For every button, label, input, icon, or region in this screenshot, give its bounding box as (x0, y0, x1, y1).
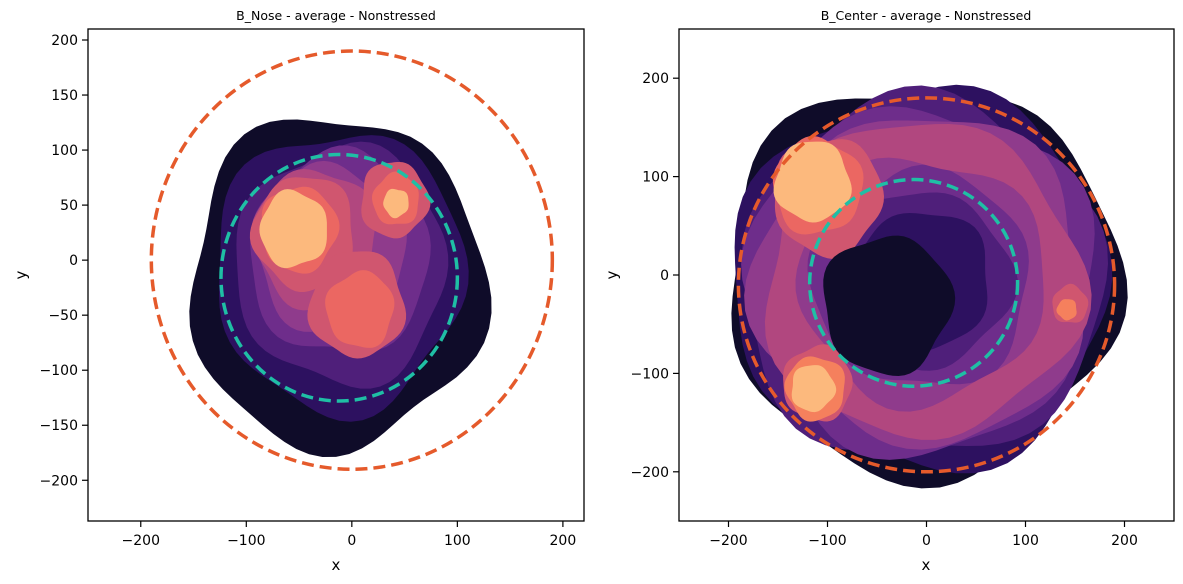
y-tick-label: 50 (60, 198, 78, 214)
chart-title: B_Nose - average - Nonstressed (236, 8, 436, 23)
x-tick-label: 200 (550, 533, 577, 549)
tick-layer: −200 −100 0 100 200 −200 −150 −100 −50 0 50 100 150 2… (40, 33, 577, 549)
x-tick-label: 100 (444, 533, 471, 549)
reference-circle-outer (149, 49, 555, 472)
density-contour (383, 188, 409, 219)
reference-circle-inner (219, 152, 460, 403)
y-axis-label: y (12, 270, 30, 279)
chart-title: B_Center - average - Nonstressed (821, 8, 1032, 23)
y-tick-label: 200 (642, 71, 669, 87)
x-tick-label: −200 (709, 533, 747, 549)
x-tick-label: −100 (808, 533, 846, 549)
y-tick-label: −100 (40, 363, 78, 379)
x-tick-label: 0 (347, 533, 356, 549)
y-tick-label: −200 (631, 465, 669, 481)
x-axis-label: x (922, 556, 931, 574)
y-axis-label: y (603, 270, 621, 279)
plot-area (731, 84, 1128, 489)
density-contour (259, 189, 327, 269)
tick-layer: −200 −100 0 100 200 −200 −100 0 100 200 (631, 71, 1138, 549)
y-tick-label: −150 (40, 418, 78, 434)
y-tick-label: 100 (642, 170, 669, 186)
y-tick-label: 150 (51, 88, 78, 104)
plot-area (149, 49, 555, 472)
y-tick-label: −200 (40, 473, 78, 489)
y-tick-label: 100 (51, 143, 78, 159)
y-tick-label: 0 (69, 253, 78, 269)
x-tick-label: 0 (922, 533, 931, 549)
axes-frame (87, 28, 585, 522)
x-axis-label: x (332, 556, 341, 574)
x-tick-label: −100 (227, 533, 265, 549)
y-tick-label: −100 (631, 366, 669, 382)
reference-circle-inner (807, 177, 1020, 388)
x-tick-label: 100 (1012, 533, 1039, 549)
density-contour (1056, 299, 1077, 321)
y-tick-label: 0 (660, 268, 669, 284)
chart-panel-center: B_Center - average - Nonstressed −200 −10… (603, 8, 1175, 574)
reference-circle-outer (736, 96, 1117, 474)
density-contour (791, 365, 837, 413)
x-tick-label: −200 (122, 533, 160, 549)
density-contour (325, 270, 395, 348)
x-tick-label: 200 (1111, 533, 1138, 549)
y-tick-label: −50 (48, 308, 78, 324)
y-tick-label: 200 (51, 33, 78, 49)
density-contour (823, 235, 956, 376)
chart-panel-nose: B_Nose - average - Nonstressed −200 −100 0… (12, 8, 585, 574)
density-contour (773, 141, 852, 223)
